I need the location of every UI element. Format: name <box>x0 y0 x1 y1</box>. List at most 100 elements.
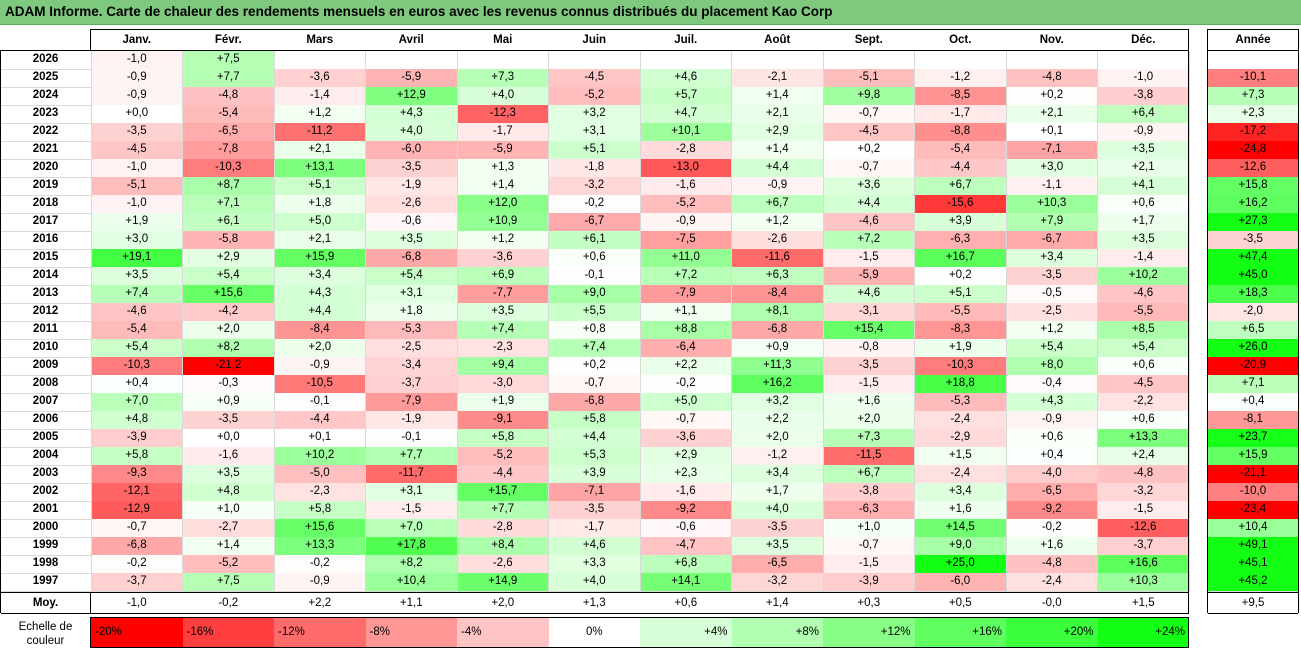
month-cell: -3,4 <box>365 357 457 375</box>
average-cell: +1,3 <box>582 597 606 609</box>
grid-line <box>548 51 549 591</box>
grid-line <box>1188 51 1190 591</box>
month-cell: -1,5 <box>1097 501 1189 519</box>
month-cell: -0,9 <box>640 213 732 231</box>
grid-line <box>456 51 458 591</box>
month-cell: -9,2 <box>640 501 732 519</box>
month-cell: +0,1 <box>1006 123 1098 141</box>
month-cell: -6,7 <box>548 213 640 231</box>
month-cell: -3,8 <box>823 483 915 501</box>
month-cell: -5,2 <box>457 447 549 465</box>
month-cell: +3,4 <box>274 267 366 285</box>
month-cell: -10,3 <box>914 357 1006 375</box>
month-cell: +9,4 <box>457 357 549 375</box>
month-cell: -2,4 <box>1006 573 1098 591</box>
annual-cell: +15,9 <box>1208 447 1298 465</box>
month-cell: +10,9 <box>457 213 549 231</box>
month-cell: -11,2 <box>274 123 366 141</box>
month-cell: +2,2 <box>640 357 732 375</box>
month-cell: -1,7 <box>914 105 1006 123</box>
year-label: 2015 <box>32 251 59 263</box>
border-line <box>0 50 1 613</box>
annual-cell: -20,9 <box>1208 357 1298 375</box>
month-cell: +4,7 <box>640 105 732 123</box>
month-cell: +1,2 <box>274 105 366 123</box>
month-cell: -3,6 <box>457 249 549 267</box>
month-cell: +0,9 <box>731 339 823 357</box>
title-bar: ADAM Informe. Carte de chaleur des rende… <box>0 0 1301 25</box>
month-cell: +4,1 <box>1097 177 1189 195</box>
annual-cell: +6,5 <box>1208 321 1298 339</box>
month-cell: -0,3 <box>182 375 274 393</box>
month-cell: +15,6 <box>274 519 366 537</box>
month-cell: -3,7 <box>91 573 183 591</box>
scale-swatch: -4% <box>457 618 549 647</box>
month-header: Juil. <box>674 34 698 46</box>
month-cell: +15,7 <box>457 483 549 501</box>
annual-cell: +45,1 <box>1208 555 1298 573</box>
average-cell: +0,3 <box>857 597 881 609</box>
month-cell: +0,2 <box>914 267 1006 285</box>
month-cell: +5,0 <box>640 393 732 411</box>
year-label: 2001 <box>32 503 59 515</box>
year-label: 2024 <box>32 89 59 101</box>
annual-cell: +10,4 <box>1208 519 1298 537</box>
month-cell: +1,6 <box>823 393 915 411</box>
month-cell: -7,7 <box>457 285 549 303</box>
month-cell: +1,4 <box>457 177 549 195</box>
month-cell: +7,4 <box>548 339 640 357</box>
annual-cell: +18,3 <box>1208 285 1298 303</box>
month-cell: -5,4 <box>91 321 183 339</box>
month-cell: +3,6 <box>823 177 915 195</box>
month-cell: +6,1 <box>548 231 640 249</box>
scale-swatch: +4% <box>640 618 732 647</box>
month-cell: +6,7 <box>914 177 1006 195</box>
month-cell: -8,4 <box>731 285 823 303</box>
month-cell: -1,0 <box>91 159 183 177</box>
month-cell: +3,5 <box>1097 141 1189 159</box>
month-cell: -4,4 <box>457 465 549 483</box>
month-cell: -5,4 <box>914 141 1006 159</box>
month-cell: -7,9 <box>365 393 457 411</box>
month-cell: +2,9 <box>731 123 823 141</box>
month-cell: +0,2 <box>823 141 915 159</box>
month-cell: -0,9 <box>1097 123 1189 141</box>
month-cell: +1,4 <box>182 537 274 555</box>
month-cell: -1,0 <box>91 51 183 69</box>
month-cell: +7,9 <box>1006 213 1098 231</box>
month-cell: -8,5 <box>914 87 1006 105</box>
year-label: 2022 <box>32 125 59 137</box>
month-cell: +9,0 <box>914 537 1006 555</box>
month-cell: -3,6 <box>274 69 366 87</box>
month-header: Oct. <box>949 34 972 46</box>
month-cell: -0,6 <box>365 213 457 231</box>
month-cell: -5,2 <box>548 87 640 105</box>
month-cell: +4,3 <box>365 105 457 123</box>
month-cell: -5,2 <box>182 555 274 573</box>
month-cell: +1,3 <box>457 159 549 177</box>
month-header: Mars <box>306 34 334 46</box>
month-cell: -5,3 <box>365 321 457 339</box>
month-cell: +5,3 <box>548 447 640 465</box>
month-cell: +5,4 <box>365 267 457 285</box>
month-cell: +10,3 <box>1097 573 1189 591</box>
month-cell: -4,6 <box>823 213 915 231</box>
month-cell: -0,9 <box>274 357 366 375</box>
average-cell: -0,2 <box>218 597 239 609</box>
month-cell: +0,2 <box>1006 87 1098 105</box>
month-cell: +1,1 <box>640 303 732 321</box>
month-cell: +5,8 <box>274 501 366 519</box>
month-cell: +17,8 <box>365 537 457 555</box>
month-cell: -1,2 <box>731 447 823 465</box>
year-label: 2000 <box>32 521 59 533</box>
scale-swatch: -20% <box>91 618 183 647</box>
month-cell: -7,1 <box>548 483 640 501</box>
month-cell: -3,5 <box>182 411 274 429</box>
month-cell: +15,9 <box>274 249 366 267</box>
month-cell: -3,7 <box>1097 537 1189 555</box>
month-cell: +0,9 <box>182 393 274 411</box>
month-cell: +1,2 <box>1006 321 1098 339</box>
annual-cell: -10,0 <box>1208 483 1298 501</box>
month-cell: -4,5 <box>1097 375 1189 393</box>
year-label: 2008 <box>32 377 59 389</box>
